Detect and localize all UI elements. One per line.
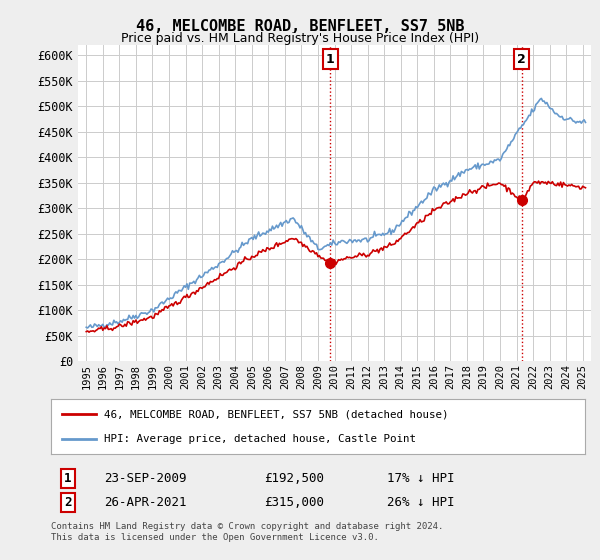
Text: 26% ↓ HPI: 26% ↓ HPI bbox=[388, 496, 455, 509]
Text: 17% ↓ HPI: 17% ↓ HPI bbox=[388, 472, 455, 485]
Text: 46, MELCOMBE ROAD, BENFLEET, SS7 5NB (detached house): 46, MELCOMBE ROAD, BENFLEET, SS7 5NB (de… bbox=[104, 409, 449, 419]
Text: Price paid vs. HM Land Registry's House Price Index (HPI): Price paid vs. HM Land Registry's House … bbox=[121, 32, 479, 45]
Text: Contains HM Land Registry data © Crown copyright and database right 2024.
This d: Contains HM Land Registry data © Crown c… bbox=[51, 522, 443, 542]
Text: 26-APR-2021: 26-APR-2021 bbox=[104, 496, 187, 509]
Text: £192,500: £192,500 bbox=[265, 472, 325, 485]
Text: 2: 2 bbox=[517, 53, 526, 66]
Text: 23-SEP-2009: 23-SEP-2009 bbox=[104, 472, 187, 485]
Text: 46, MELCOMBE ROAD, BENFLEET, SS7 5NB: 46, MELCOMBE ROAD, BENFLEET, SS7 5NB bbox=[136, 19, 464, 34]
Text: £315,000: £315,000 bbox=[265, 496, 325, 509]
Text: HPI: Average price, detached house, Castle Point: HPI: Average price, detached house, Cast… bbox=[104, 435, 416, 444]
Text: 2: 2 bbox=[64, 496, 72, 509]
Text: 1: 1 bbox=[326, 53, 334, 66]
Text: 1: 1 bbox=[64, 472, 72, 485]
